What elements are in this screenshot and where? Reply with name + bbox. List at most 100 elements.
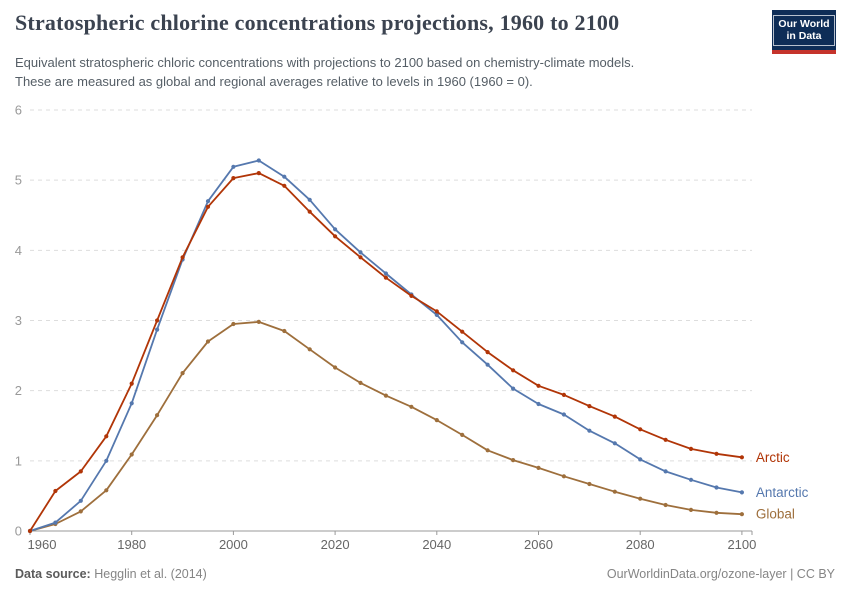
- data-point: [612, 414, 617, 419]
- data-point: [78, 498, 83, 503]
- data-point: [714, 510, 719, 515]
- y-tick-label-0: 0: [15, 524, 22, 539]
- data-point: [536, 383, 541, 388]
- data-point: [739, 512, 745, 517]
- data-point: [180, 371, 185, 376]
- data-point: [180, 255, 185, 260]
- x-tick-label-1960: 1960: [28, 537, 57, 552]
- data-point: [333, 227, 338, 232]
- x-tick-label-2020: 2020: [321, 537, 350, 552]
- data-point: [155, 318, 160, 323]
- data-point: [536, 401, 541, 407]
- data-point: [307, 209, 312, 214]
- legend-label-global[interactable]: Global: [756, 507, 795, 522]
- data-point: [638, 457, 643, 462]
- data-point: [688, 477, 694, 482]
- data-point: [587, 481, 592, 487]
- data-point: [129, 381, 134, 386]
- data-point: [663, 469, 668, 474]
- x-tick-label-2000: 2000: [219, 537, 248, 552]
- owid-logo-line1: Our World: [778, 17, 830, 30]
- data-point: [409, 293, 414, 298]
- data-point: [155, 327, 160, 332]
- series-antarctic[interactable]: Antarctic: [27, 158, 809, 534]
- legend-label-arctic[interactable]: Arctic: [756, 450, 790, 465]
- footer-separator: |: [790, 567, 794, 581]
- y-tick-label-5: 5: [15, 173, 22, 188]
- data-point: [78, 469, 83, 474]
- data-point: [256, 158, 261, 163]
- data-point: [587, 404, 592, 409]
- series-global[interactable]: Global: [27, 319, 795, 534]
- footer-links: OurWorldinData.org/ozone-layer | CC BY: [607, 567, 835, 581]
- series-line-antarctic: [29, 159, 743, 532]
- data-point: [612, 441, 617, 446]
- data-point: [714, 451, 719, 456]
- legend-label-antarctic[interactable]: Antarctic: [756, 485, 809, 500]
- x-tick-label-2060: 2060: [524, 537, 553, 552]
- data-point: [358, 250, 363, 255]
- data-point: [485, 448, 490, 453]
- data-point: [333, 365, 338, 370]
- series-line-arctic: [29, 172, 743, 532]
- data-point: [282, 328, 287, 334]
- chart-subtitle-line1: Equivalent stratospheric chloric concent…: [15, 55, 635, 70]
- owid-url-link[interactable]: OurWorldinData.org/ozone-layer: [606, 567, 787, 581]
- data-point: [561, 474, 567, 479]
- gridlines: [30, 109, 752, 462]
- data-point: [129, 401, 134, 406]
- data-point: [409, 404, 414, 409]
- data-point: [460, 340, 465, 345]
- data-point: [104, 488, 109, 493]
- data-point: [434, 312, 439, 317]
- data-point: [638, 496, 643, 501]
- data-point: [460, 432, 465, 437]
- data-point: [205, 199, 211, 204]
- data-point: [383, 275, 388, 280]
- x-tick-label-2100: 2100: [727, 537, 756, 552]
- x-tick-label-2080: 2080: [626, 537, 655, 552]
- data-point: [104, 458, 109, 463]
- chart-subtitle: Equivalent stratospheric chloric concent…: [15, 54, 775, 91]
- data-point: [739, 455, 745, 460]
- data-point: [104, 434, 109, 439]
- data-point: [536, 465, 541, 470]
- y-tick-label-6: 6: [15, 103, 22, 118]
- data-point: [53, 488, 58, 494]
- data-point: [510, 368, 516, 373]
- data-point: [129, 452, 134, 457]
- owid-logo[interactable]: Our World in Data: [772, 10, 836, 54]
- data-point: [485, 350, 490, 355]
- data-point: [155, 413, 160, 418]
- data-point: [358, 380, 363, 385]
- data-point: [434, 418, 439, 423]
- page-title: Stratospheric chlorine concentrations pr…: [15, 10, 620, 35]
- data-point: [510, 458, 516, 463]
- y-tick-label-4: 4: [15, 243, 22, 258]
- data-point: [434, 309, 439, 314]
- data-point: [460, 329, 465, 334]
- owid-logo-box: Our World in Data: [772, 10, 836, 54]
- data-point: [485, 362, 490, 367]
- data-point: [231, 164, 236, 169]
- data-source: Data source: Hegglin et al. (2014): [15, 567, 207, 581]
- data-point: [256, 319, 261, 324]
- data-source-link[interactable]: Hegglin et al. (2014): [94, 567, 207, 581]
- data-point: [663, 437, 668, 442]
- data-point: [205, 339, 211, 344]
- data-point: [663, 502, 668, 508]
- series-arctic[interactable]: Arctic: [27, 171, 790, 534]
- x-tick-label-1980: 1980: [117, 537, 146, 552]
- data-point: [78, 509, 83, 514]
- chart-footer: Data source: Hegglin et al. (2014) OurWo…: [15, 567, 835, 581]
- y-tick-label-3: 3: [15, 313, 22, 328]
- data-point: [587, 428, 592, 433]
- data-point: [282, 174, 287, 179]
- data-point: [333, 234, 338, 239]
- data-point: [510, 386, 516, 391]
- license-link[interactable]: CC BY: [796, 567, 835, 581]
- data-point: [688, 446, 694, 451]
- data-source-label: Data source:: [15, 567, 91, 581]
